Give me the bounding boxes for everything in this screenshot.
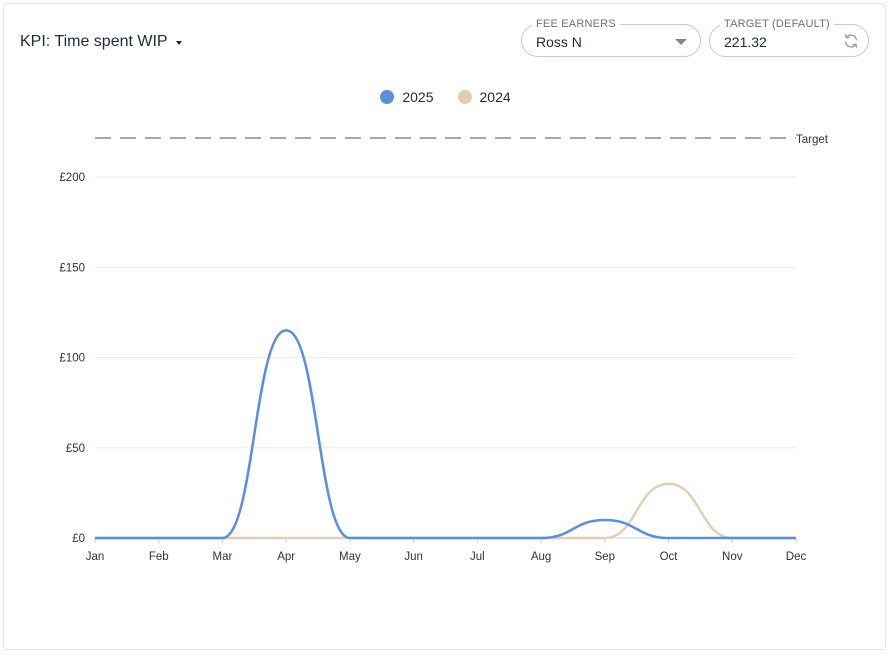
x-tick-label: Jul [470,551,485,563]
x-tick-label: Oct [660,551,679,563]
fee-earners-value: Ross N [536,34,582,50]
fee-earners-label: FEE EARNERS [532,17,620,31]
legend-item-2025[interactable]: 2025 [380,89,434,105]
refresh-icon[interactable] [842,32,860,50]
x-tick-label: Aug [531,551,551,563]
kpi-title-text: KPI: Time spent WIP [20,33,168,50]
target-value: 221.32 [724,34,767,50]
y-tick-label: £50 [66,443,85,455]
legend-dot-2025 [380,90,395,104]
x-tick-label: Dec [786,551,807,563]
chart-legend: 2025 2024 [0,89,891,105]
y-tick-label: £100 [59,353,85,365]
series-line-2024 [95,482,796,540]
target-label: Target [796,134,829,146]
fee-earners-select[interactable]: FEE EARNERS Ross N [521,17,701,57]
legend-label-2025: 2025 [402,89,434,105]
kpi-card [3,3,886,650]
legend-dot-2024 [457,90,472,104]
dropdown-arrow-icon [675,39,687,45]
x-tick-label: Nov [722,551,743,563]
x-tick-label: Mar [213,551,233,563]
kpi-selector[interactable]: KPI: Time spent WIP [20,33,182,51]
legend-item-2024[interactable]: 2024 [457,89,511,105]
target-field[interactable]: TARGET (DEFAULT) 221.32 [709,17,869,57]
caret-down-icon [175,41,182,45]
x-tick-label: May [339,551,361,563]
legend-label-2024: 2024 [479,89,511,105]
x-tick-label: Jun [404,551,423,563]
y-tick-label: £150 [59,262,85,274]
x-tick-label: Feb [149,551,169,563]
series-line-2025 [95,329,796,540]
target-label: TARGET (DEFAULT) [720,17,834,31]
y-tick-label: £0 [72,533,85,545]
y-tick-label: £200 [59,172,85,184]
x-tick-label: Sep [595,551,615,563]
x-tick-label: Jan [86,551,105,563]
x-tick-label: Apr [277,551,295,563]
